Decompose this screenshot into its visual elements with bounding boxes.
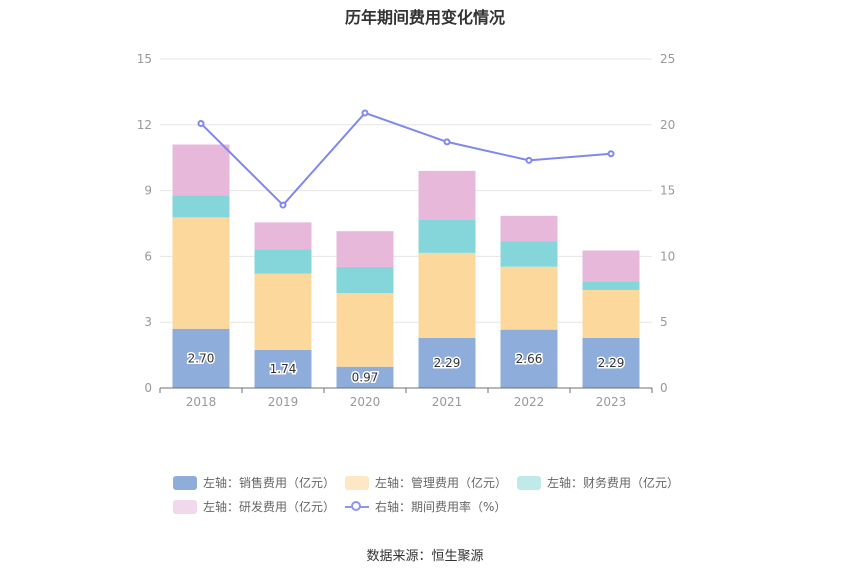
rate-line-layer xyxy=(197,109,615,209)
bar-segment xyxy=(582,250,640,282)
bar-segment xyxy=(418,170,476,220)
bar-segment xyxy=(336,366,394,388)
x-tick-label: 2022 xyxy=(514,395,545,409)
legend-item-rate[interactable]: 右轴：期间费用率（%） xyxy=(345,498,506,515)
y-right-tick-label: 25 xyxy=(660,52,675,66)
rate-point xyxy=(607,150,615,158)
bar-segment xyxy=(254,222,312,250)
bar-segment xyxy=(254,273,312,350)
legend-swatch-rnd xyxy=(173,499,197,514)
axis-layer: 0 3 6 9 12 15 0 5 10 15 20 25 2018 2019 2020 2021 2022 20… xyxy=(137,52,676,409)
legend-line-icon xyxy=(345,500,369,514)
legend-label-rnd: 左轴：研发费用（亿元） xyxy=(203,500,336,514)
bar-label-layer: 2.70 1.74 0.97 2.29 2.66 2.29 xyxy=(186,350,626,386)
bar-layer xyxy=(172,144,640,388)
rate-point xyxy=(443,138,451,146)
y-left-tick-label: 15 xyxy=(137,52,152,66)
bar-segment xyxy=(172,195,230,218)
bar-segment xyxy=(172,144,230,196)
bar-value-label: 2.70 xyxy=(188,351,215,365)
rate-point xyxy=(279,201,287,209)
bar-value-label: 2.29 xyxy=(434,356,461,370)
legend-item-admin[interactable]: 左轴：管理费用（亿元） xyxy=(345,474,507,491)
y-left-tick-label: 3 xyxy=(144,315,152,329)
y-right-tick-label: 5 xyxy=(660,315,668,329)
x-tick-label: 2020 xyxy=(350,395,381,409)
rate-point xyxy=(361,109,369,117)
bar-segment xyxy=(336,231,394,267)
bar-segment xyxy=(172,217,230,329)
bar-segment xyxy=(582,337,640,388)
bar-segment xyxy=(418,219,476,253)
y-left-tick-label: 6 xyxy=(144,249,152,263)
x-tick-label: 2021 xyxy=(432,395,463,409)
bar-value-label: 2.66 xyxy=(516,352,543,366)
data-source-note: 数据来源：恒生聚源 xyxy=(366,549,484,564)
rate-point xyxy=(525,156,533,164)
bar-segment xyxy=(336,293,394,367)
chart-title: 历年期间费用变化情况 xyxy=(344,8,505,27)
legend-swatch-admin xyxy=(345,475,369,490)
bar-segment xyxy=(582,281,640,290)
y-right-tick-label: 10 xyxy=(660,249,675,263)
bar-segment xyxy=(582,289,640,338)
rate-point xyxy=(197,119,205,127)
y-left-tick-label: 12 xyxy=(137,118,152,132)
bar-segment xyxy=(254,249,312,274)
bar-value-label: 2.29 xyxy=(598,356,625,370)
bar-value-label: 0.97 xyxy=(352,370,379,384)
gridlines xyxy=(160,58,652,323)
x-tick-label: 2019 xyxy=(268,395,299,409)
bar-segment xyxy=(418,252,476,338)
bar-segment xyxy=(172,328,230,388)
y-right-tick-label: 0 xyxy=(660,381,668,395)
bar-segment xyxy=(500,215,558,242)
legend-label-admin: 左轴：管理费用（亿元） xyxy=(375,476,508,490)
legend-label-finance: 左轴：财务费用（亿元） xyxy=(547,476,680,490)
y-left-tick-label: 9 xyxy=(144,184,152,198)
legend-item-sales[interactable]: 左轴：销售费用（亿元） xyxy=(173,474,335,491)
x-tick-label: 2023 xyxy=(596,395,627,409)
bar-segment xyxy=(418,337,476,388)
x-tick-label: 2018 xyxy=(186,395,217,409)
bar-segment xyxy=(336,266,394,294)
y-right-tick-label: 20 xyxy=(660,118,675,132)
y-left-tick-label: 0 xyxy=(144,381,152,395)
y-right-tick-label: 15 xyxy=(660,184,675,198)
legend-swatch-finance xyxy=(517,475,541,490)
legend-swatch-sales xyxy=(173,475,197,490)
rate-line xyxy=(200,111,612,207)
legend-item-finance[interactable]: 左轴：财务费用（亿元） xyxy=(517,474,679,491)
legend-label-sales: 左轴：销售费用（亿元） xyxy=(203,476,336,490)
legend-item-rnd[interactable]: 左轴：研发费用（亿元） xyxy=(173,498,335,515)
bar-segment xyxy=(500,241,558,267)
bar-segment xyxy=(500,266,558,330)
bar-segment xyxy=(500,329,558,388)
bar-segment xyxy=(254,349,312,388)
bar-value-label: 1.74 xyxy=(270,362,297,376)
legend-label-rate: 右轴：期间费用率（%） xyxy=(375,500,507,514)
